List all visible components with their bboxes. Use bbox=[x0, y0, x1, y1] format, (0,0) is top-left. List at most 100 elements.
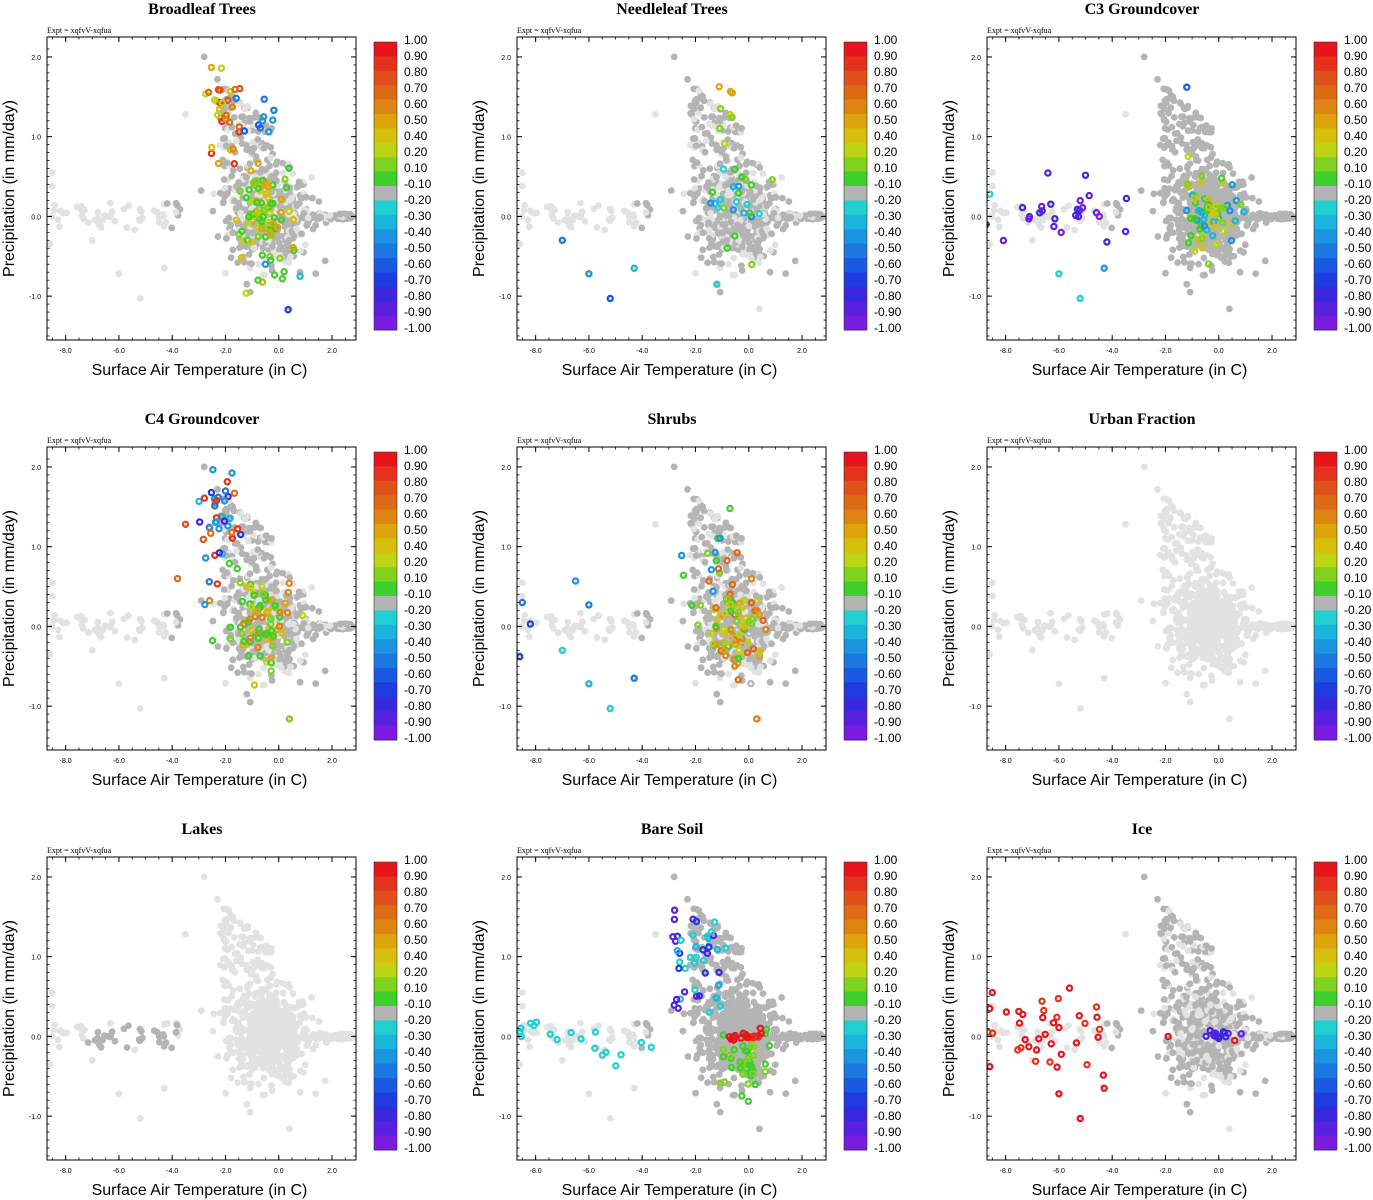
colorbar-swatch bbox=[844, 70, 867, 86]
scatter-point bbox=[54, 626, 62, 634]
scatter-point bbox=[321, 667, 329, 675]
scatter-point bbox=[684, 643, 692, 650]
scatter-point bbox=[667, 597, 675, 604]
highlight-point bbox=[225, 118, 234, 126]
highlight-point bbox=[1217, 204, 1225, 212]
scatter-point bbox=[106, 213, 114, 221]
scatter-point bbox=[1175, 120, 1183, 128]
scatter-point bbox=[697, 221, 705, 229]
highlight-point bbox=[220, 497, 229, 505]
scatter-point bbox=[155, 218, 163, 226]
colorbar-label: 0.70 bbox=[874, 81, 898, 95]
scatter-point bbox=[1233, 225, 1241, 233]
scatter-point bbox=[690, 115, 698, 123]
scatter-point bbox=[1160, 176, 1168, 183]
highlight-point bbox=[1103, 238, 1111, 246]
scatter-point bbox=[221, 594, 229, 602]
colorbar-label: -0.10 bbox=[404, 587, 432, 601]
scatter-point bbox=[221, 544, 229, 552]
scatter-point bbox=[244, 145, 252, 153]
y-tick-label: 0.0 bbox=[31, 214, 41, 221]
scatter-point bbox=[533, 209, 540, 217]
scatter-point bbox=[317, 624, 324, 632]
highlight-point bbox=[254, 233, 262, 241]
scatter-point bbox=[1112, 208, 1120, 216]
y-axis-label: Precipitation (in mm/day) bbox=[471, 100, 488, 277]
scatter-point bbox=[160, 264, 168, 272]
colorbar-swatch bbox=[844, 315, 867, 331]
panel-title: Shrubs bbox=[648, 411, 697, 428]
highlight-point bbox=[224, 492, 232, 501]
colorbar-label: -0.30 bbox=[1344, 209, 1372, 223]
highlight-point bbox=[558, 236, 567, 244]
experiment-label: Expt = xqfvV-xqfua bbox=[517, 26, 582, 35]
scatter-point bbox=[268, 677, 276, 684]
highlight-point bbox=[200, 494, 209, 502]
scatter-point bbox=[182, 110, 189, 118]
scatter-point bbox=[725, 260, 732, 268]
colorbar-label: -0.80 bbox=[404, 289, 432, 303]
scatter-point bbox=[296, 657, 304, 665]
scatter-point bbox=[766, 268, 774, 276]
colorbar-swatch bbox=[1314, 114, 1337, 129]
highlight-point bbox=[237, 254, 246, 262]
scatter-point bbox=[229, 246, 237, 254]
scatter-point bbox=[1161, 134, 1169, 142]
highlight-point bbox=[267, 667, 275, 675]
colorbar-swatch bbox=[1314, 99, 1337, 115]
colorbar-swatch bbox=[1314, 186, 1337, 201]
colorbar-label: 0.40 bbox=[874, 129, 898, 143]
colorbar-label: -0.70 bbox=[1344, 273, 1372, 287]
highlight-point bbox=[1182, 206, 1191, 215]
colorbar-label: -0.20 bbox=[404, 193, 432, 207]
scatter-point bbox=[259, 244, 267, 252]
colorbar-swatch bbox=[1314, 70, 1337, 86]
scatter-point bbox=[285, 259, 293, 267]
scatter-point bbox=[633, 200, 641, 207]
scatter-point bbox=[231, 540, 239, 547]
scatter-point bbox=[701, 148, 709, 156]
highlight-point bbox=[254, 121, 263, 129]
highlight-point bbox=[208, 143, 216, 152]
scatter-point bbox=[252, 109, 260, 117]
scatter-point bbox=[48, 579, 56, 586]
scatter-point bbox=[57, 617, 64, 625]
y-tick-label: -1.0 bbox=[29, 294, 41, 301]
scatter-point bbox=[1169, 246, 1177, 254]
scatter-point bbox=[749, 169, 757, 177]
scatter-point bbox=[1169, 167, 1177, 174]
scatter-point bbox=[200, 53, 208, 61]
scatter-point bbox=[707, 209, 714, 217]
scatter-point bbox=[601, 226, 609, 234]
highlight-point bbox=[258, 613, 266, 622]
scatter-panel: C3 Groundcover Expt = xqfvV-xqfua -8.0 -6.0… bbox=[941, 1, 1372, 379]
y-tick-label: -1.0 bbox=[29, 704, 41, 711]
y-tick-label: 1.0 bbox=[31, 135, 41, 142]
highlight-point bbox=[275, 622, 284, 630]
scatter-point bbox=[1177, 209, 1184, 217]
scatter-point bbox=[705, 226, 713, 234]
scatter-point bbox=[1226, 164, 1234, 171]
scatter-point bbox=[250, 244, 258, 252]
scatter-point bbox=[787, 214, 794, 222]
scatter-point bbox=[1003, 209, 1010, 217]
scatter-point bbox=[233, 137, 240, 145]
scatter-point bbox=[326, 622, 334, 629]
colorbar-frame bbox=[843, 41, 868, 331]
scatter-point bbox=[730, 144, 738, 152]
colorbar-swatch bbox=[1314, 142, 1337, 158]
highlight-point bbox=[215, 549, 224, 557]
y-tick-label: 1.0 bbox=[31, 545, 41, 552]
colorbar-swatch bbox=[374, 186, 397, 201]
scatter-point bbox=[782, 680, 790, 687]
scatter-point bbox=[136, 615, 144, 623]
highlight-point bbox=[1200, 195, 1209, 203]
scatter-point bbox=[701, 197, 708, 205]
y-tick-label: 2.0 bbox=[501, 55, 511, 62]
scatter-point bbox=[709, 253, 717, 261]
panel-title: C3 Groundcover bbox=[1085, 1, 1200, 18]
colorbar-swatch bbox=[1314, 200, 1337, 216]
colorbar-swatch bbox=[374, 200, 397, 216]
highlight-point bbox=[173, 574, 182, 583]
scatter-point bbox=[1168, 172, 1175, 180]
